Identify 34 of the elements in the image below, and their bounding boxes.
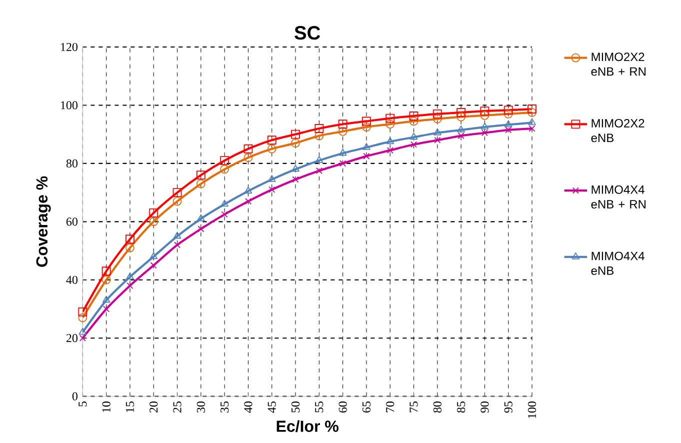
y-tick-label: 120 (61, 42, 78, 52)
x-tick-label: 25 (173, 402, 182, 413)
x-tick-label: 15 (126, 402, 134, 412)
y-tick-label: 20 (66, 334, 78, 342)
x-tick-label: 35 (220, 402, 229, 412)
x-tick-label: 65 (362, 402, 370, 413)
x-tick-label: 95 (504, 402, 512, 413)
x-tick-label: 50 (291, 402, 300, 412)
y-tick-label: 40 (66, 276, 78, 284)
x-tick-label: 40 (244, 402, 252, 413)
x-tick-label: 55 (315, 402, 324, 412)
x-axis-title: Ec/Ior % (276, 420, 338, 432)
x-tick-label: 85 (457, 402, 466, 413)
legend-label: MIMO2X2 eNB (591, 118, 644, 142)
y-axis-title: Coverage % (36, 176, 51, 267)
legend-label: MIMO2X2 eNB + RN (591, 52, 646, 76)
legend-label: MIMO4X4 eNB (591, 252, 644, 275)
x-tick-label: 80 (433, 402, 442, 413)
x-tick-label: 100 (528, 402, 536, 418)
x-tick-label: 5 (78, 402, 87, 406)
chart-title: SC (294, 26, 320, 40)
x-tick-label: 60 (338, 402, 347, 413)
x-tick-label: 70 (386, 402, 394, 412)
x-tick-label: 90 (480, 402, 489, 413)
x-tick-label: 10 (102, 402, 110, 412)
x-tick-label: 30 (196, 402, 205, 412)
legend-label: MIMO4X4 eNB + RN (591, 185, 646, 209)
y-tick-label: 0 (72, 392, 78, 400)
y-tick-label: 60 (66, 218, 78, 226)
y-tick-label: 80 (66, 159, 78, 168)
y-tick-label: 100 (61, 101, 78, 110)
x-tick-label: 75 (410, 402, 418, 412)
x-tick-label: 20 (150, 402, 158, 413)
x-tick-label: 45 (268, 402, 276, 413)
